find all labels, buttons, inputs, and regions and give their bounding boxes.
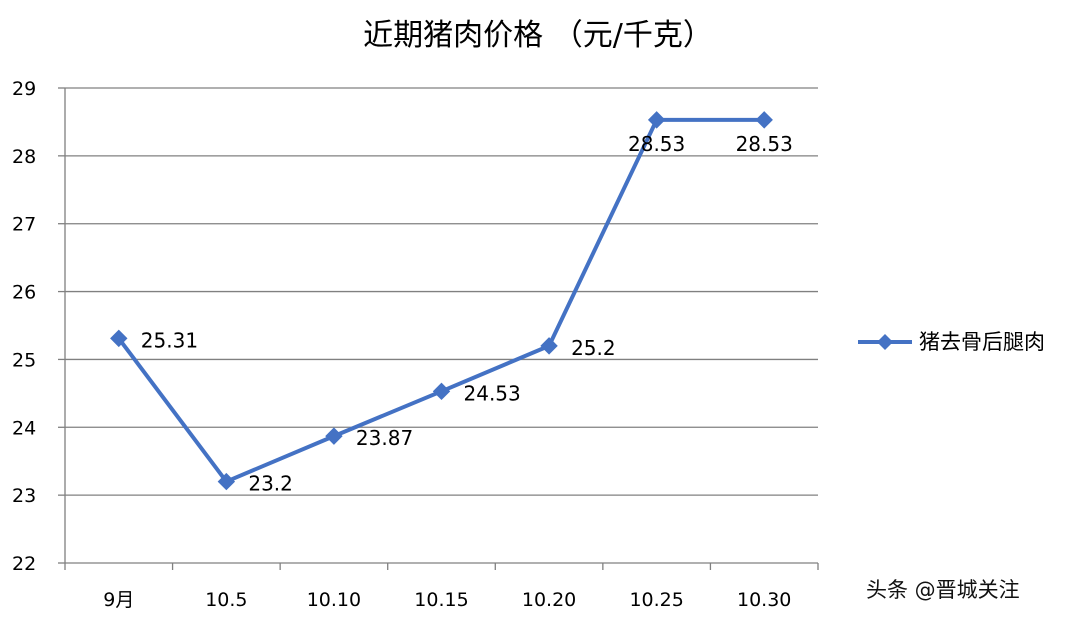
data-point-marker [647, 111, 666, 129]
data-label: 25.31 [141, 328, 198, 352]
y-tick-label: 29 [12, 78, 36, 100]
legend-marker [877, 334, 893, 350]
axes [58, 87, 819, 570]
data-point-marker [325, 427, 343, 445]
y-tick-label: 27 [12, 214, 36, 236]
data-labels: 25.31 23.2 23.87 24.53 25.2 28.53 28.53 [141, 132, 793, 496]
y-tick-label: 24 [12, 417, 36, 439]
x-tick-label: 9月 [103, 589, 134, 611]
x-tick-label: 10.30 [737, 589, 791, 611]
y-tick-label: 26 [12, 282, 36, 304]
x-tick-labels: 9月 10.5 10.10 10.15 10.20 10.25 10.30 [103, 589, 791, 611]
data-point-marker [217, 472, 236, 491]
data-label: 23.87 [356, 426, 413, 450]
watermark: 头条 @晋城关注 [866, 578, 1020, 602]
y-tick-label: 28 [12, 146, 36, 168]
x-tick-label: 10.15 [414, 589, 468, 611]
data-label: 28.53 [736, 132, 793, 156]
data-point-marker [432, 382, 451, 401]
legend-label: 猪去骨后腿肉 [919, 330, 1045, 354]
data-point-marker [110, 329, 128, 348]
y-tick-labels: 22 23 24 25 26 27 28 29 [12, 78, 36, 575]
data-label: 25.2 [571, 336, 616, 360]
x-tick-label: 10.5 [205, 589, 247, 611]
data-point-marker [755, 111, 773, 129]
x-tick-label: 10.25 [629, 589, 683, 611]
data-point-marker [540, 337, 558, 355]
data-label: 28.53 [628, 132, 685, 156]
grid-lines [65, 87, 818, 496]
chart-title: 近期猪肉价格 （元/千克） [363, 18, 713, 53]
x-tick-label: 10.10 [307, 589, 361, 611]
x-tick-label: 10.20 [522, 589, 576, 611]
legend: 猪去骨后腿肉 [858, 330, 1045, 354]
y-tick-label: 25 [12, 349, 36, 371]
series-markers [110, 111, 773, 491]
y-tick-label: 22 [12, 553, 36, 575]
data-label: 23.2 [248, 472, 293, 496]
y-tick-label: 23 [12, 485, 36, 507]
data-label: 24.53 [464, 381, 521, 405]
